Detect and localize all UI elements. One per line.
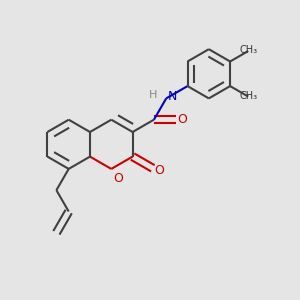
Text: H: H	[149, 90, 157, 100]
Text: CH₃: CH₃	[240, 45, 258, 55]
Text: O: O	[177, 113, 187, 126]
Text: N: N	[168, 90, 177, 104]
Text: O: O	[113, 172, 123, 185]
Text: CH₃: CH₃	[240, 91, 258, 101]
Text: O: O	[154, 164, 164, 177]
